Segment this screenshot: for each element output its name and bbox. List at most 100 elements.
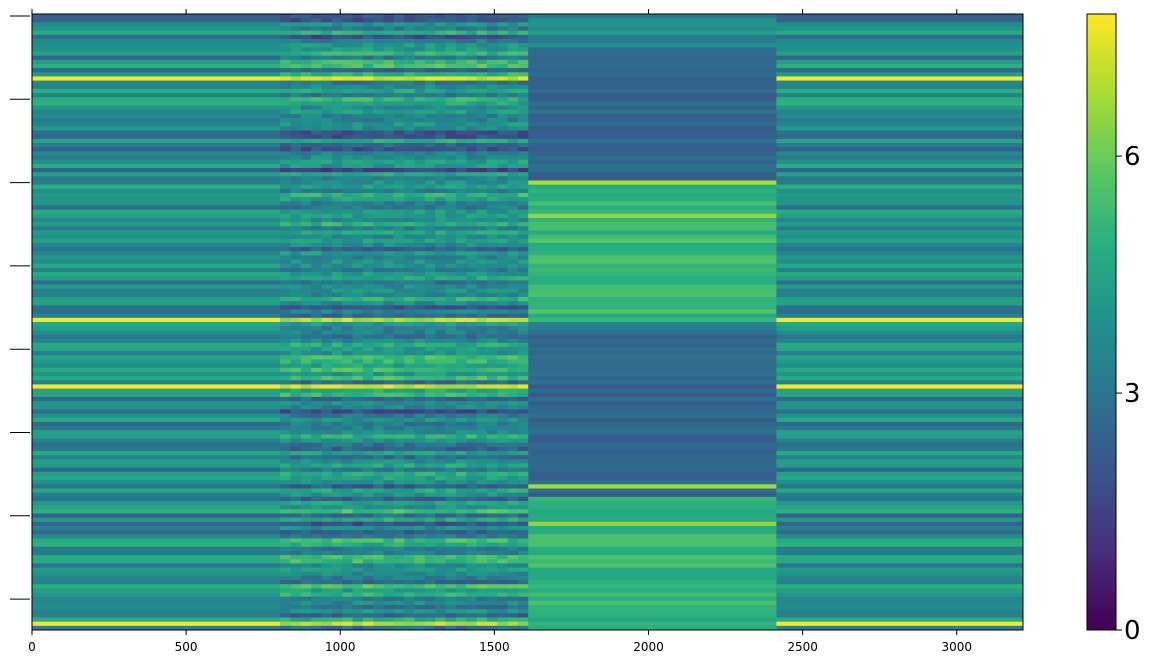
heatmap-cell — [290, 101, 302, 107]
heatmap-cell — [455, 401, 467, 406]
heatmap-cell — [528, 417, 778, 423]
heatmap-cell — [414, 571, 426, 577]
heatmap-cell — [445, 484, 457, 490]
heatmap-cell — [414, 247, 426, 252]
heatmap-cell — [300, 571, 312, 577]
heatmap-cell — [32, 201, 281, 207]
heatmap-cell — [383, 588, 395, 594]
heatmap-cell — [497, 201, 509, 207]
heatmap-cell — [404, 180, 416, 186]
heatmap-cell — [486, 367, 498, 373]
heatmap-cell — [414, 488, 426, 494]
heatmap-cell — [352, 496, 364, 502]
heatmap-cell — [486, 484, 498, 490]
heatmap-cell — [517, 180, 529, 186]
heatmap-cell — [280, 484, 292, 490]
heatmap-cell — [300, 55, 312, 61]
heatmap-cell — [300, 168, 312, 173]
heatmap-cell — [32, 517, 281, 523]
heatmap-cell — [290, 280, 302, 286]
heatmap-cell — [280, 322, 292, 327]
heatmap-cell — [414, 484, 426, 490]
heatmap-cell — [352, 359, 364, 365]
heatmap-cell — [414, 134, 426, 140]
heatmap-cell — [497, 317, 509, 323]
heatmap-cell — [466, 118, 478, 123]
heatmap-cell — [507, 617, 519, 623]
heatmap-cell — [455, 421, 467, 427]
heatmap-cell — [445, 384, 457, 390]
heatmap-cell — [362, 351, 374, 356]
heatmap-cell — [342, 563, 354, 569]
heatmap-cell — [528, 63, 778, 69]
heatmap-cell — [414, 230, 426, 236]
heatmap-cell — [373, 592, 385, 598]
heatmap-cell — [393, 118, 405, 123]
heatmap-cell — [497, 588, 509, 594]
heatmap-cell — [290, 426, 302, 431]
heatmap-cell — [466, 272, 478, 277]
heatmap-cell — [486, 151, 498, 157]
heatmap-cell — [455, 476, 467, 481]
heatmap-cell — [393, 172, 405, 177]
heatmap-cell — [393, 467, 405, 473]
heatmap-cell — [776, 530, 1023, 535]
heatmap-cell — [373, 621, 385, 627]
heatmap-cell — [32, 334, 281, 340]
heatmap-cell — [486, 59, 498, 65]
heatmap-cell — [776, 517, 1023, 523]
heatmap-cell — [517, 476, 529, 481]
heatmap-cell — [362, 546, 374, 552]
heatmap-cell — [476, 505, 488, 510]
heatmap-cell — [383, 505, 395, 510]
heatmap-cell — [393, 22, 405, 28]
heatmap-cell — [497, 476, 509, 481]
heatmap-cell — [342, 209, 354, 215]
heatmap-cell — [404, 93, 416, 98]
heatmap-cell — [466, 288, 478, 294]
heatmap-cell — [393, 384, 405, 390]
heatmap-cell — [497, 84, 509, 90]
heatmap-cell — [32, 580, 281, 585]
heatmap-cell — [435, 301, 447, 306]
heatmap-cell — [352, 305, 364, 311]
heatmap-cell — [383, 359, 395, 365]
heatmap-cell — [517, 521, 529, 527]
heatmap-cell — [455, 326, 467, 331]
heatmap-cell — [455, 563, 467, 569]
heatmap-cell — [776, 588, 1023, 594]
heatmap-cell — [404, 355, 416, 361]
heatmap-cell — [342, 588, 354, 594]
heatmap-cell — [466, 580, 478, 585]
heatmap-cell — [280, 255, 292, 261]
heatmap-cell — [311, 330, 323, 336]
heatmap-cell — [321, 122, 333, 127]
heatmap-cell — [280, 242, 292, 248]
heatmap-cell — [342, 59, 354, 65]
heatmap-cell — [373, 613, 385, 619]
heatmap-cell — [362, 230, 374, 236]
heatmap-cell — [776, 488, 1023, 494]
heatmap-cell — [352, 151, 364, 157]
heatmap-cell — [362, 317, 374, 323]
heatmap-cell — [321, 505, 333, 510]
heatmap-cell — [331, 330, 343, 336]
heatmap-cell — [321, 442, 333, 448]
heatmap-cell — [455, 247, 467, 252]
heatmap-cell — [321, 421, 333, 427]
heatmap-cell — [497, 209, 509, 215]
heatmap-cell — [311, 163, 323, 169]
heatmap-cell — [455, 384, 467, 390]
heatmap-cell — [290, 346, 302, 352]
heatmap-cell — [497, 480, 509, 485]
heatmap-cell — [373, 213, 385, 219]
heatmap-cell — [414, 51, 426, 57]
heatmap-cell — [311, 201, 323, 207]
heatmap-cell — [445, 47, 457, 53]
heatmap-cell — [290, 405, 302, 410]
heatmap-cell — [300, 334, 312, 340]
heatmap-cell — [466, 180, 478, 186]
heatmap-cell — [466, 575, 478, 581]
heatmap-cell — [342, 463, 354, 469]
heatmap-cell — [342, 338, 354, 344]
